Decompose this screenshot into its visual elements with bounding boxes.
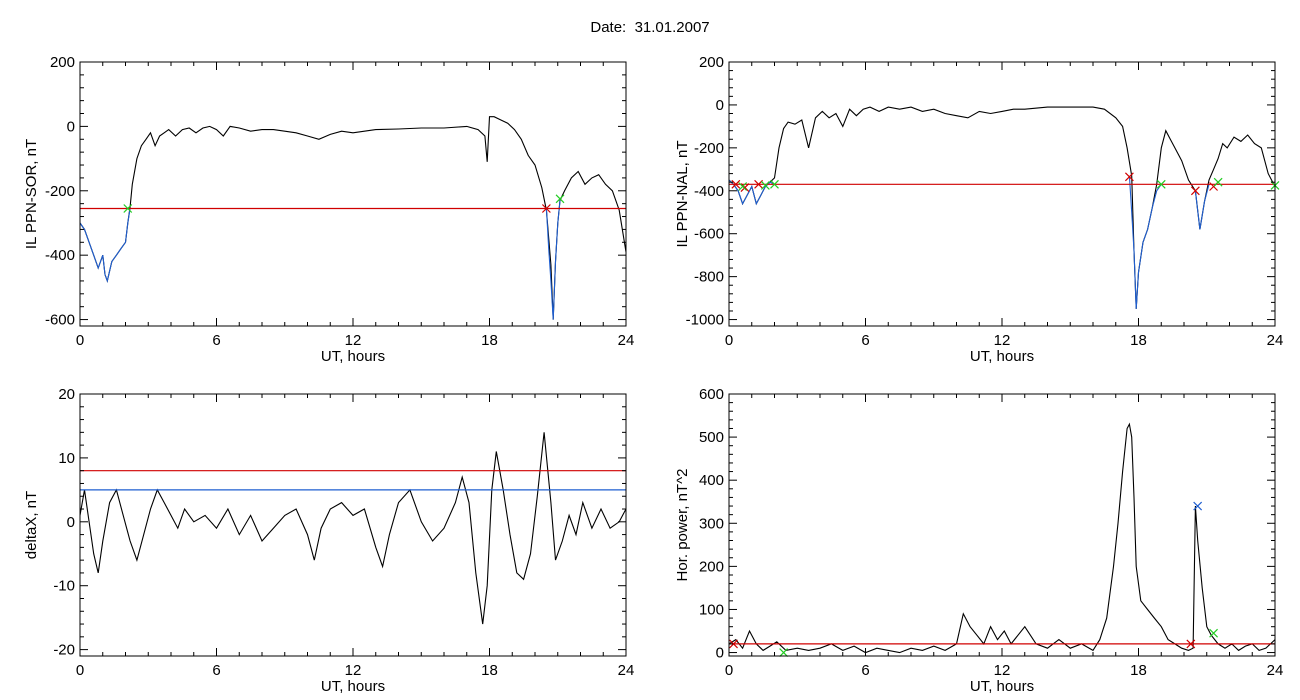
series-sor-2 bbox=[545, 200, 561, 320]
x-tick-label-nal: 18 bbox=[1130, 332, 1147, 349]
marker-nal-6-4 bbox=[1213, 177, 1223, 187]
x-tick-label-power: 6 bbox=[861, 662, 869, 679]
marker-nal-6-3 bbox=[1156, 179, 1166, 189]
chart-sor: 0 6 12 18 24 -600 -400 -200 0 200 UT, hours IL PPN-… bbox=[23, 54, 634, 365]
y-tick-label-power: 100 bbox=[699, 601, 724, 618]
x-tick-label-nal: 24 bbox=[1267, 332, 1284, 349]
series-nal-2 bbox=[1128, 175, 1162, 309]
chart-deltax: 0 6 12 18 24 -20 -10 0 10 20 UT, hours deltaX, nT bbox=[23, 386, 634, 695]
y-tick-label-power: 0 bbox=[716, 645, 724, 662]
marker-nal-6-0 bbox=[738, 182, 748, 191]
x-axis-label-deltax: UT, hours bbox=[321, 678, 385, 695]
marker-power-3-0 bbox=[1193, 501, 1203, 511]
chart-nal: 0 6 12 18 24 -1000 -800 -600 -400 -200 0 200 UT, hou… bbox=[674, 54, 1283, 365]
y-tick-label-power: 500 bbox=[699, 429, 724, 446]
y-axis-label-nal: IL PPN-NAL, nT bbox=[674, 141, 691, 248]
y-tick-label-nal: -800 bbox=[694, 269, 724, 286]
x-tick-label-nal: 12 bbox=[994, 332, 1011, 349]
x-tick-label-sor: 0 bbox=[76, 332, 84, 349]
series-deltax-0 bbox=[80, 432, 626, 625]
x-tick-label-nal: 6 bbox=[861, 332, 869, 349]
series-nal-3 bbox=[1194, 184, 1210, 230]
y-tick-label-nal: -1000 bbox=[686, 312, 724, 329]
date-value: 31.01.2007 bbox=[634, 19, 710, 36]
x-axis-label-power: UT, hours bbox=[970, 678, 1034, 695]
marker-power-4-1 bbox=[1209, 628, 1218, 638]
marker-power-2-0 bbox=[729, 639, 738, 649]
series-nal-1 bbox=[729, 179, 775, 206]
series-power-0 bbox=[729, 422, 1275, 654]
x-tick-label-power: 18 bbox=[1130, 662, 1147, 679]
x-axis-label-sor: UT, hours bbox=[321, 348, 385, 365]
x-tick-label-deltax: 18 bbox=[481, 662, 498, 679]
marker-power-2-1 bbox=[1186, 639, 1196, 649]
y-tick-label-sor: 0 bbox=[67, 118, 75, 135]
chart-power: 0 6 12 18 24 0 100 200 300 400 500 600 UT, hours Hor.… bbox=[674, 386, 1283, 695]
plot-frame-sor bbox=[79, 61, 627, 327]
x-axis-label-nal: UT, hours bbox=[970, 348, 1034, 365]
x-tick-label-deltax: 6 bbox=[212, 662, 220, 679]
x-tick-label-power: 12 bbox=[994, 662, 1011, 679]
x-tick-label-sor: 12 bbox=[345, 332, 362, 349]
y-tick-label-power: 300 bbox=[699, 515, 724, 532]
marker-power-4-0 bbox=[779, 648, 789, 657]
x-tick-label-deltax: 24 bbox=[618, 662, 635, 679]
x-tick-label-power: 24 bbox=[1267, 662, 1284, 679]
y-tick-label-nal: -200 bbox=[694, 140, 724, 157]
marker-sor-5-1 bbox=[555, 194, 565, 204]
series-sor-0 bbox=[80, 116, 626, 320]
series-nal-0 bbox=[729, 106, 1275, 309]
y-axis-label-deltax: deltaX, nT bbox=[23, 491, 40, 559]
x-tick-label-deltax: 0 bbox=[76, 662, 84, 679]
y-tick-label-sor: -600 bbox=[45, 312, 75, 329]
x-tick-label-deltax: 12 bbox=[345, 662, 362, 679]
marker-sor-5-0 bbox=[123, 204, 133, 213]
y-tick-label-deltax: -20 bbox=[53, 642, 75, 659]
marker-nal-5-4 bbox=[1190, 186, 1200, 196]
marker-nal-5-1 bbox=[740, 183, 750, 192]
y-tick-label-sor: -400 bbox=[45, 247, 75, 264]
page-title: Date: 31.01.2007 bbox=[0, 19, 1300, 36]
x-tick-label-sor: 18 bbox=[481, 332, 498, 349]
y-tick-label-deltax: -10 bbox=[53, 578, 75, 595]
y-tick-label-nal: -600 bbox=[694, 226, 724, 243]
x-tick-label-power: 0 bbox=[725, 662, 733, 679]
y-tick-label-deltax: 10 bbox=[58, 450, 75, 467]
marker-sor-4-0 bbox=[541, 204, 551, 213]
marker-nal-5-0 bbox=[731, 179, 741, 189]
y-tick-label-power: 400 bbox=[699, 472, 724, 489]
date-label: Date: bbox=[590, 19, 627, 36]
y-tick-label-power: 600 bbox=[699, 386, 724, 403]
y-tick-label-deltax: 20 bbox=[58, 386, 75, 403]
y-axis-label-sor: IL PPN-SOR, nT bbox=[23, 139, 40, 249]
y-tick-label-sor: 200 bbox=[50, 54, 75, 71]
marker-nal-6-1 bbox=[760, 180, 770, 190]
y-tick-label-nal: 200 bbox=[699, 54, 724, 71]
y-tick-label-nal: -400 bbox=[694, 183, 724, 200]
marker-nal-6-2 bbox=[770, 179, 779, 189]
y-tick-label-power: 200 bbox=[699, 558, 724, 575]
x-tick-label-sor: 24 bbox=[618, 332, 635, 349]
plot-frame-nal bbox=[728, 61, 1276, 327]
y-tick-label-nal: 0 bbox=[716, 97, 724, 114]
marker-nal-5-3 bbox=[1124, 172, 1134, 182]
y-axis-label-power: Hor. power, nT^2 bbox=[674, 469, 691, 582]
x-tick-label-nal: 0 bbox=[725, 332, 733, 349]
series-sor-1 bbox=[80, 208, 131, 283]
y-tick-label-deltax: 0 bbox=[67, 514, 75, 531]
x-tick-label-sor: 6 bbox=[212, 332, 220, 349]
y-tick-label-sor: -200 bbox=[45, 183, 75, 200]
